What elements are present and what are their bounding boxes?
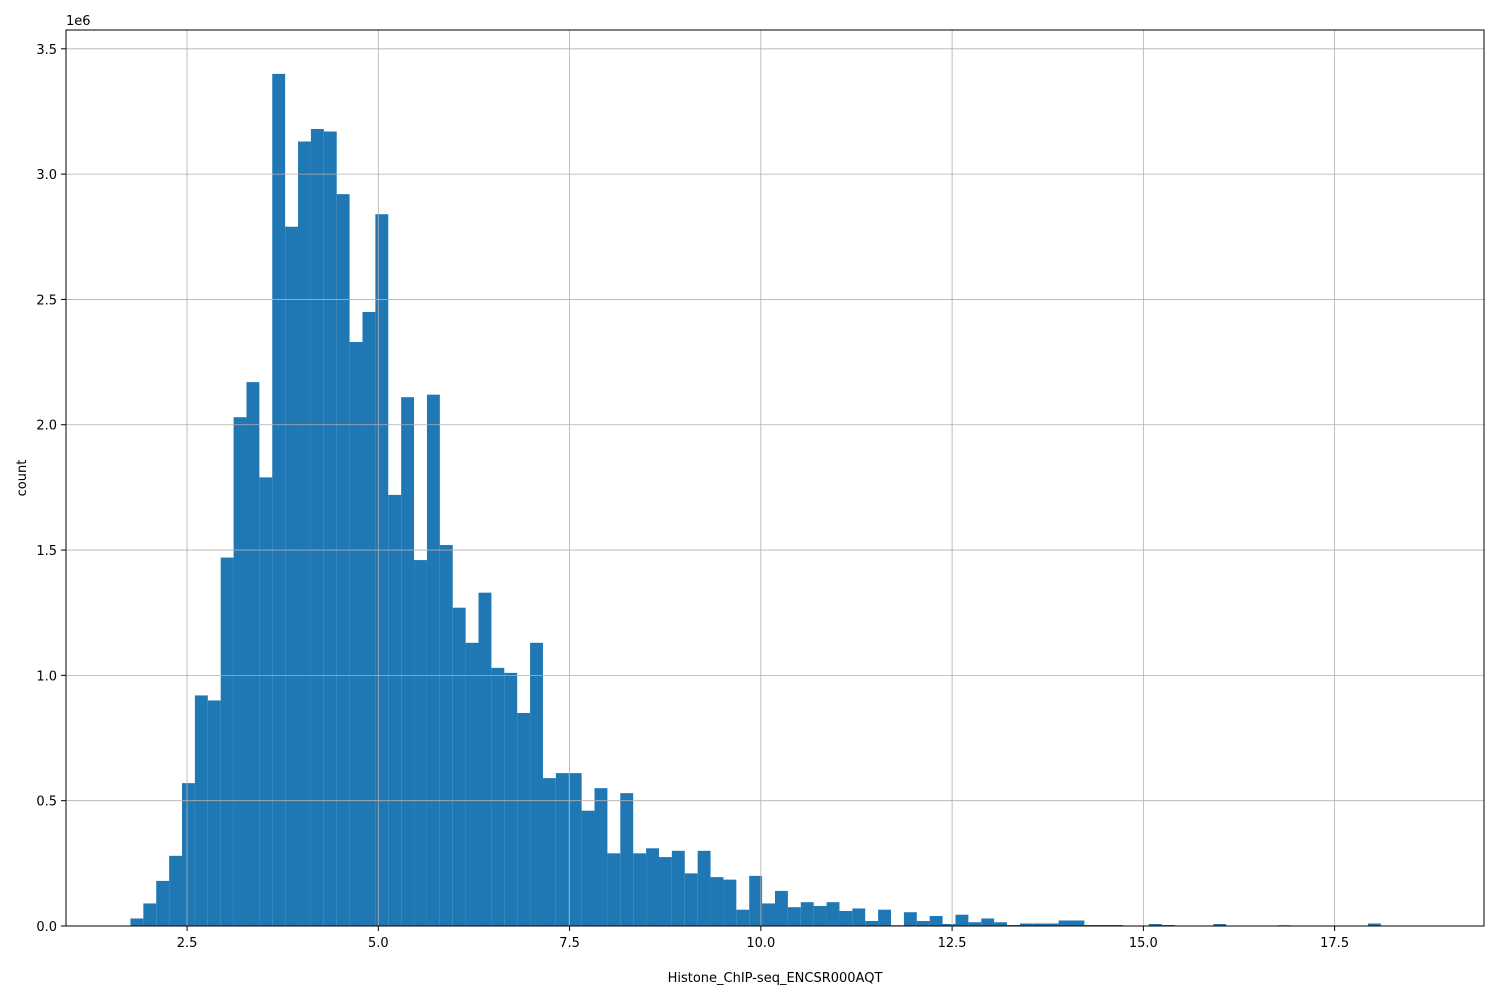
bar: [723, 880, 736, 926]
bar: [285, 227, 298, 926]
bar: [169, 856, 182, 926]
bar: [698, 851, 711, 926]
bar: [504, 673, 517, 926]
bar: [736, 910, 749, 926]
bar: [827, 902, 840, 926]
bar: [711, 877, 724, 926]
bar: [1059, 920, 1072, 926]
bar: [569, 773, 582, 926]
y-tick-label: 3.5: [36, 43, 57, 58]
bar: [375, 214, 388, 926]
bar: [685, 873, 698, 926]
bar: [556, 773, 569, 926]
y-offset-label: 1e6: [66, 14, 91, 29]
bar: [582, 811, 595, 926]
bar: [930, 916, 943, 926]
x-tick-label: 15.0: [1129, 936, 1158, 951]
y-tick-label: 1.0: [36, 669, 57, 684]
bar: [530, 643, 543, 926]
bar: [208, 700, 221, 926]
x-tick-label: 10.0: [746, 936, 775, 951]
x-axis-label: Histone_ChIP-seq_ENCSR000AQT: [668, 971, 883, 986]
bar: [878, 910, 891, 926]
bar: [955, 915, 968, 926]
bar: [388, 495, 401, 926]
x-tick-label: 5.0: [368, 936, 389, 951]
bar: [801, 902, 814, 926]
bar: [324, 132, 337, 926]
y-tick-label: 2.0: [36, 419, 57, 434]
bar: [259, 477, 272, 926]
x-tick-label: 12.5: [938, 936, 967, 951]
bar: [298, 142, 311, 926]
bar: [453, 608, 466, 926]
bar: [672, 851, 685, 926]
y-tick-label: 3.0: [36, 168, 57, 183]
bar: [440, 545, 453, 926]
bar: [362, 312, 375, 926]
bar: [130, 918, 143, 926]
bar: [659, 857, 672, 926]
bar: [195, 695, 208, 926]
bar: [246, 382, 259, 926]
bar: [466, 643, 479, 926]
bar: [814, 906, 827, 926]
bar: [427, 395, 440, 926]
bar: [788, 907, 801, 926]
bar: [143, 903, 156, 926]
y-tick-label: 0.0: [36, 920, 57, 935]
bar: [1071, 920, 1084, 926]
bar: [904, 912, 917, 926]
bar: [311, 129, 324, 926]
bar: [479, 593, 492, 926]
bar: [852, 908, 865, 926]
bar: [917, 921, 930, 926]
bar: [775, 891, 788, 926]
y-tick-label: 2.5: [36, 293, 57, 308]
bar: [749, 876, 762, 926]
bar: [401, 397, 414, 926]
bar: [607, 853, 620, 926]
bar: [272, 74, 285, 926]
bar: [517, 713, 530, 926]
bar: [337, 194, 350, 926]
bar: [156, 881, 169, 926]
bar: [633, 853, 646, 926]
bar: [981, 918, 994, 926]
bar: [350, 342, 363, 926]
bar: [234, 417, 247, 926]
bar: [968, 922, 981, 926]
x-tick-label: 7.5: [559, 936, 580, 951]
bar: [491, 668, 504, 926]
bar: [839, 911, 852, 926]
bar: [620, 793, 633, 926]
bar: [865, 921, 878, 926]
y-axis-label: count: [15, 460, 30, 497]
bar: [762, 903, 775, 926]
x-tick-label: 17.5: [1320, 936, 1349, 951]
bar: [414, 560, 427, 926]
bar: [595, 788, 608, 926]
y-tick-label: 1.5: [36, 544, 57, 559]
bar: [221, 558, 234, 926]
x-tick-label: 2.5: [177, 936, 198, 951]
y-tick-label: 0.5: [36, 795, 57, 810]
bar: [994, 922, 1007, 926]
bar: [646, 848, 659, 926]
bar: [182, 783, 195, 926]
